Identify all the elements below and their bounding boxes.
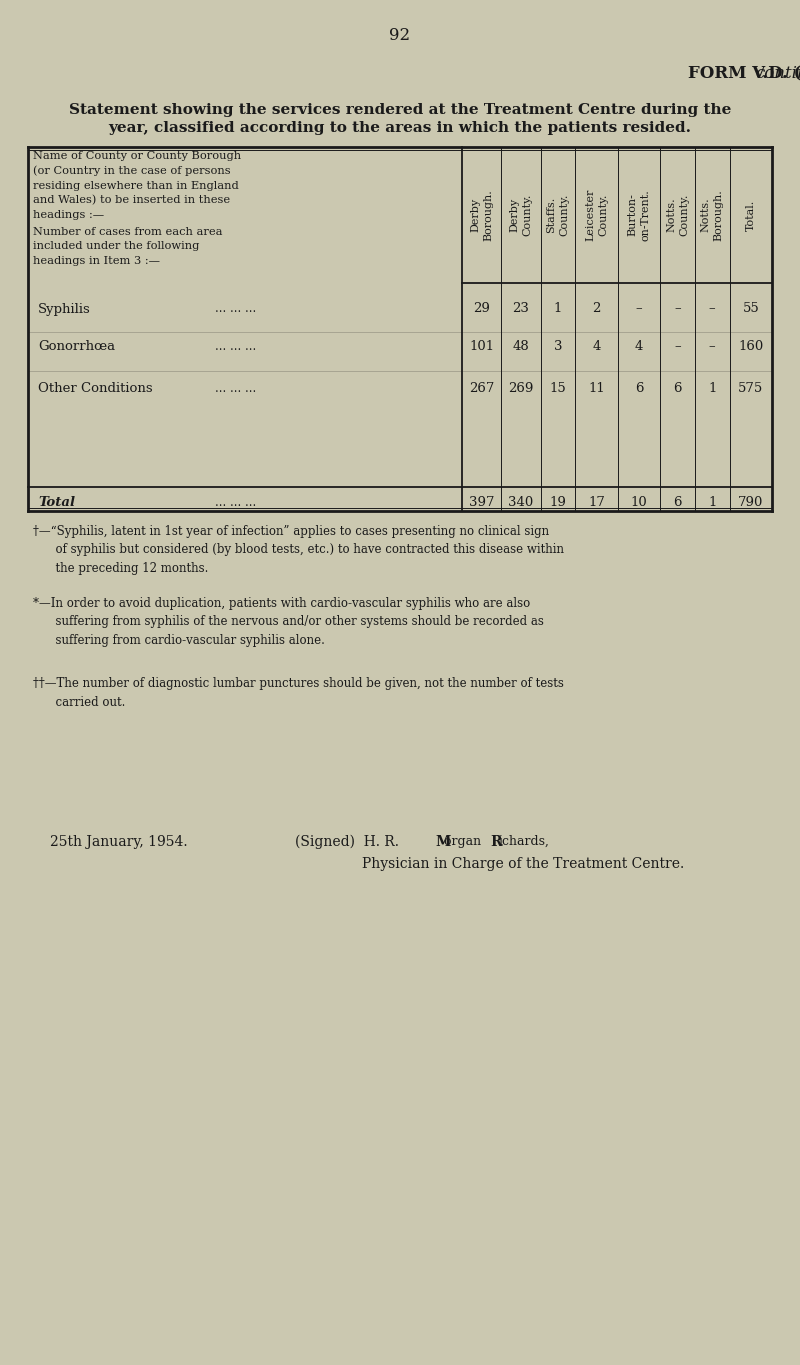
Text: 1: 1 [708,382,716,396]
Text: 23: 23 [513,303,530,315]
Text: organ: organ [444,835,485,848]
Text: R: R [490,835,502,849]
Text: M: M [435,835,450,849]
Text: –: – [636,303,642,315]
Text: Syphilis: Syphilis [38,303,90,315]
Text: year, classified according to the areas in which the patients resided.: year, classified according to the areas … [109,121,691,135]
Text: continued.: continued. [755,66,800,82]
Text: 4: 4 [592,340,601,354]
Text: Number of cases from each area
included under the following
headings in Item 3 :: Number of cases from each area included … [33,227,222,266]
Text: 15: 15 [550,382,566,396]
Text: 25th January, 1954.: 25th January, 1954. [50,835,188,849]
Text: 10: 10 [630,497,647,509]
Text: *—In order to avoid duplication, patients with cardio-vascular syphilis who are : *—In order to avoid duplication, patient… [33,597,544,647]
Text: Total: Total [38,497,75,509]
Text: 267: 267 [469,382,494,396]
Text: Leicester
County.: Leicester County. [585,188,608,242]
Text: –: – [709,340,715,354]
Text: Notts.
Borough.: Notts. Borough. [701,190,724,240]
Text: Derby
Borough.: Derby Borough. [470,190,494,240]
Text: 48: 48 [513,340,530,354]
Text: 6: 6 [634,382,643,396]
Text: –: – [709,303,715,315]
Text: 92: 92 [390,27,410,44]
Text: 2: 2 [592,303,601,315]
Text: 101: 101 [469,340,494,354]
Text: †—“Syphilis, latent in 1st year of infection” applies to cases presenting no cli: †—“Syphilis, latent in 1st year of infec… [33,526,564,575]
Text: ... ... ...: ... ... ... [215,497,256,509]
Text: 55: 55 [742,303,759,315]
Text: Notts.
County.: Notts. County. [666,194,689,236]
Text: ... ... ...: ... ... ... [215,340,256,354]
Text: Total.: Total. [746,199,756,231]
Text: 6: 6 [674,497,682,509]
Text: Derby
County.: Derby County. [510,194,533,236]
Text: 29: 29 [474,303,490,315]
Text: (Signed)  H. R.: (Signed) H. R. [295,835,403,849]
Text: Staffs.
County.: Staffs. County. [546,194,570,236]
Text: ††—The number of diagnostic lumbar punctures should be given, not the number of : ††—The number of diagnostic lumbar punct… [33,677,564,708]
Text: 1: 1 [554,303,562,315]
Text: Other Conditions: Other Conditions [38,382,153,396]
Text: 340: 340 [508,497,534,509]
Text: Name of County or County Borough
(or Country in the case of persons
residing els: Name of County or County Borough (or Cou… [33,152,241,220]
Text: 3: 3 [554,340,562,354]
Text: 1: 1 [708,497,716,509]
Text: ichards,: ichards, [499,835,550,848]
Text: 397: 397 [469,497,494,509]
Text: –: – [674,303,681,315]
Text: –: – [674,340,681,354]
Text: Physician in Charge of the Treatment Centre.: Physician in Charge of the Treatment Cen… [362,857,684,871]
Text: 17: 17 [588,497,605,509]
Text: 160: 160 [738,340,763,354]
Text: 269: 269 [508,382,534,396]
Text: 19: 19 [550,497,566,509]
Text: ... ... ...: ... ... ... [215,303,256,315]
Text: Burton-
on-Trent.: Burton- on-Trent. [627,190,650,240]
Text: 575: 575 [738,382,763,396]
Text: 11: 11 [588,382,605,396]
Text: Statement showing the services rendered at the Treatment Centre during the: Statement showing the services rendered … [69,102,731,117]
Text: 4: 4 [635,340,643,354]
Text: ... ... ...: ... ... ... [215,382,256,396]
Text: 790: 790 [738,497,763,509]
Text: Gonorrhœa: Gonorrhœa [38,340,115,354]
Text: 6: 6 [674,382,682,396]
Text: FORM V.D. (R).—: FORM V.D. (R).— [688,66,800,82]
